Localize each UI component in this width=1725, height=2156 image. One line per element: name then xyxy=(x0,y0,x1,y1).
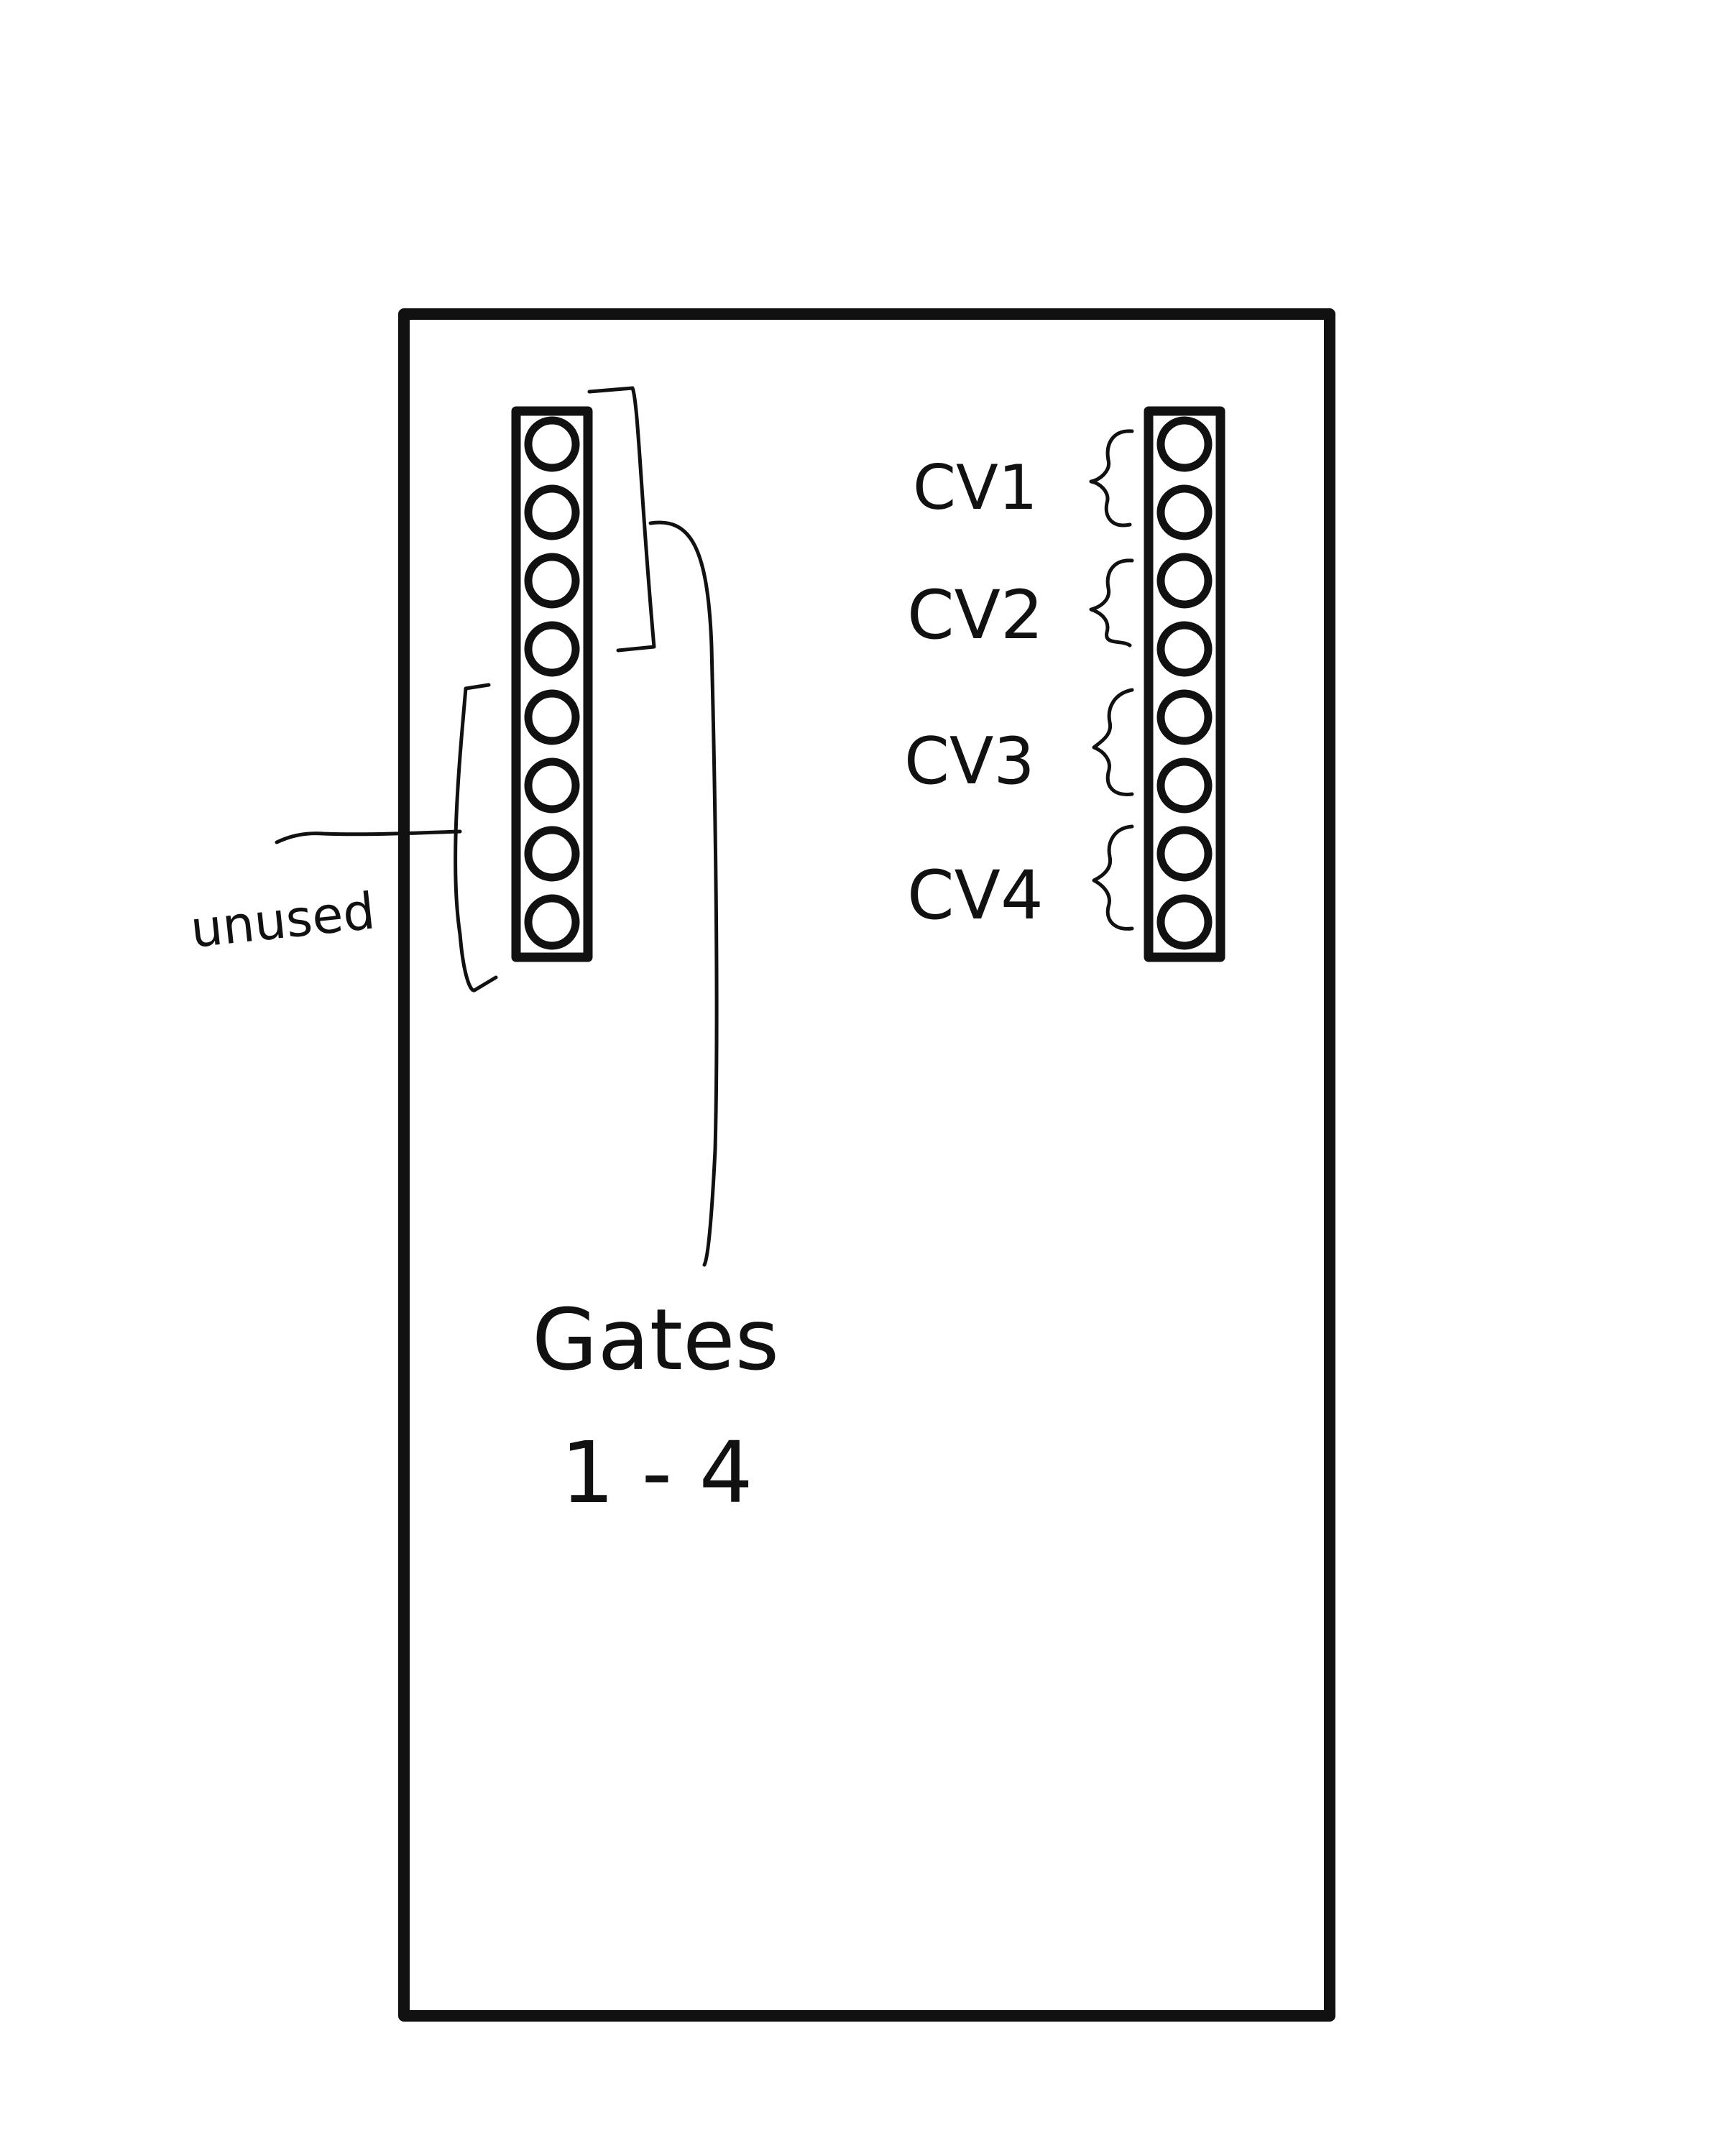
right-header-pin-4 xyxy=(1156,621,1213,677)
left-header-pin-6 xyxy=(524,757,580,814)
cv3-label: CV3 xyxy=(904,724,1035,799)
right-header-pin-2 xyxy=(1156,484,1213,540)
gates-label-line2: 1 - 4 xyxy=(561,1423,753,1522)
left-header-outline xyxy=(511,406,593,962)
left-header-pin-1 xyxy=(524,416,580,472)
cv4-brace xyxy=(1092,824,1134,931)
cv2-brace xyxy=(1089,558,1134,648)
right-header-pin-3 xyxy=(1156,553,1213,609)
right-header-pin-7 xyxy=(1156,826,1213,882)
cv4-label: CV4 xyxy=(907,857,1044,935)
left-header-pin-2 xyxy=(524,484,580,540)
unused-leader-line xyxy=(275,829,462,844)
right-header-pin-5 xyxy=(1156,689,1213,745)
left-header-pin-7 xyxy=(524,826,580,882)
right-header-pin-8 xyxy=(1156,894,1213,950)
left-header-pin-3 xyxy=(524,553,580,609)
panel-outline xyxy=(398,308,1335,2022)
cv2-label: CV2 xyxy=(907,576,1044,655)
gates-label-line1: Gates xyxy=(532,1290,779,1389)
left-header-pin-8 xyxy=(524,894,580,950)
right-header-pin-6 xyxy=(1156,757,1213,814)
gates-leader-line xyxy=(648,520,719,1267)
right-pin-header xyxy=(1144,406,1225,962)
right-header-pin-1 xyxy=(1156,416,1213,472)
left-header-pin-4 xyxy=(524,621,580,677)
cv1-label: CV1 xyxy=(913,452,1038,524)
left-header-pin-5 xyxy=(524,689,580,745)
left-pin-header xyxy=(511,406,593,962)
right-header-outline xyxy=(1144,406,1225,962)
cv3-brace xyxy=(1092,688,1134,796)
unused-label: unused xyxy=(188,881,377,959)
unused-bracket xyxy=(454,683,498,992)
gates-bracket xyxy=(587,386,656,653)
cv1-brace xyxy=(1089,429,1134,528)
